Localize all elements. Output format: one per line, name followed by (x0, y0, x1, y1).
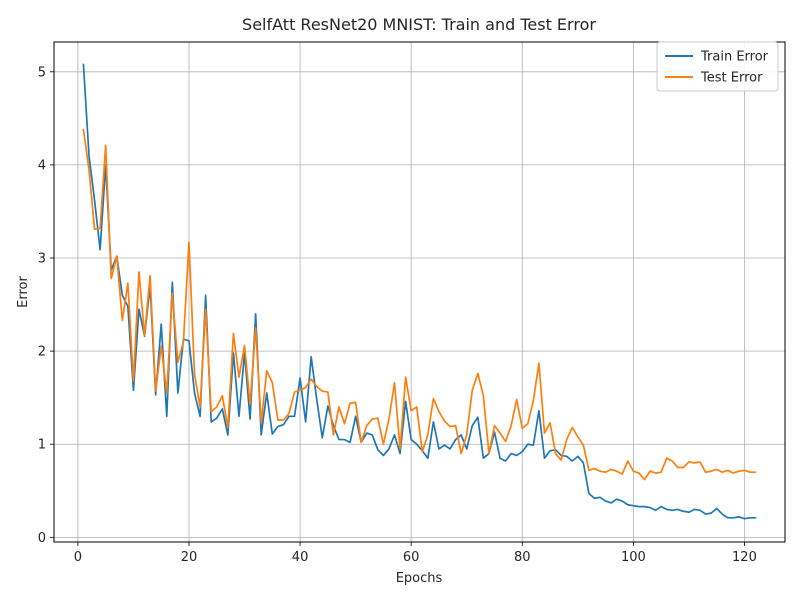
x-tick-label: 100 (621, 550, 646, 565)
test-error-line (82, 128, 757, 481)
legend-box (656, 41, 779, 92)
legend-label-train: Train Error (700, 50, 769, 65)
x-axis-ticks: 0 20 40 60 80 100 120 (74, 542, 757, 565)
y-tick-label: 2 (38, 345, 46, 360)
y-axis-label: Error (16, 276, 31, 308)
legend-label-test: Test Error (700, 71, 763, 86)
x-tick-label: 120 (732, 550, 757, 565)
y-tick-label: 4 (38, 158, 46, 173)
x-tick-label: 20 (181, 550, 198, 565)
chart-title: SelfAtt ResNet20 MNIST: Train and Test E… (242, 15, 596, 34)
plot-frame (53, 41, 786, 543)
y-tick-label: 1 (38, 438, 46, 453)
x-axis-label: Epochs (396, 571, 443, 586)
grid-lines (54, 42, 785, 542)
y-axis-ticks: 0 1 2 3 4 5 (38, 65, 54, 546)
y-tick-label: 0 (38, 531, 46, 546)
y-tick-label: 5 (38, 65, 46, 80)
x-tick-label: 60 (403, 550, 420, 565)
train-error-line (82, 63, 757, 520)
legend: Train Error Test Error (656, 41, 779, 92)
y-tick-label: 3 (38, 252, 46, 267)
x-tick-label: 40 (292, 550, 309, 565)
series-layer (82, 63, 757, 520)
x-tick-label: 0 (74, 550, 82, 565)
x-tick-label: 80 (514, 550, 531, 565)
